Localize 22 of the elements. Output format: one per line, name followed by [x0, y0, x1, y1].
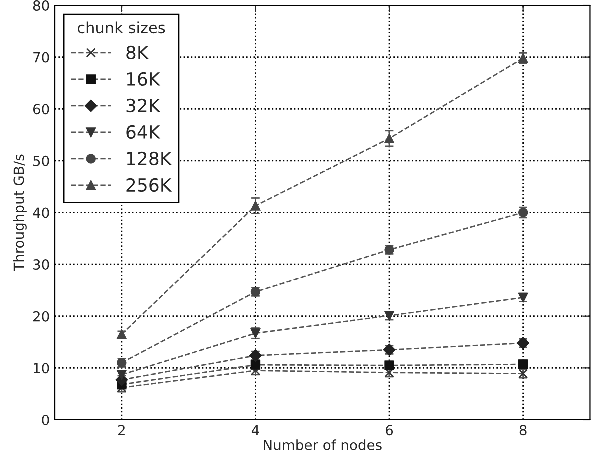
- y-tick-label: 50: [34, 156, 50, 166]
- y-tick-label: 70: [34, 52, 50, 63]
- y-tick-label: 30: [34, 260, 50, 270]
- y-axis-title: Throughput GB/s: [13, 154, 27, 272]
- y-tick-label: 40: [33, 208, 50, 218]
- y-tick-label: 20: [34, 311, 50, 322]
- legend-label: 8K: [126, 46, 150, 60]
- y-tick-label: 60: [33, 104, 50, 115]
- legend-label: 128K: [127, 152, 172, 166]
- legend-label: 256K: [126, 178, 172, 192]
- legend-label: 32K: [126, 98, 161, 113]
- legend-label: 64K: [126, 125, 161, 140]
- y-tick-label: 0: [42, 414, 50, 426]
- legend-label: 16K: [127, 72, 161, 86]
- x-tick-label: 6: [386, 425, 394, 436]
- x-tick-label: 4: [252, 425, 260, 436]
- x-tick-label: 8: [520, 425, 527, 436]
- x-tick-label: 2: [118, 425, 125, 436]
- y-tick-label: 80: [33, 0, 50, 11]
- legend-title: chunk sizes: [78, 22, 166, 34]
- x-axis-title: Number of nodes: [264, 440, 382, 450]
- y-tick-label: 10: [34, 363, 50, 374]
